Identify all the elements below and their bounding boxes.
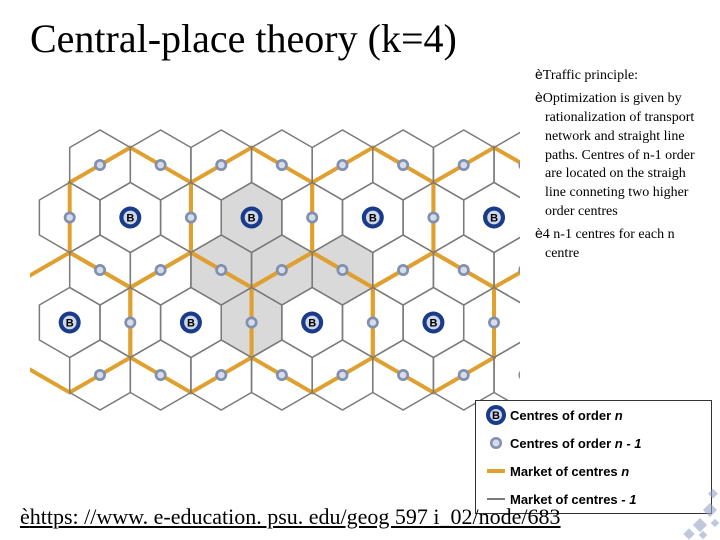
text-line: Traffic principle: (543, 68, 638, 83)
text-line: Optimization is given by rationalization… (543, 91, 695, 219)
slide-title: Central-place theory (k=4) (0, 0, 720, 62)
svg-text:B: B (126, 213, 134, 225)
hex-diagram: B B B B B B B B (30, 70, 520, 440)
svg-text:B: B (492, 410, 500, 422)
bullet-icon: è (535, 225, 543, 241)
svg-text:B: B (369, 213, 377, 225)
legend-small-node-icon (482, 432, 510, 454)
legend-n: n - 1 (615, 436, 642, 451)
source-link[interactable]: èhttps: //www. e-education. psu. edu/geo… (20, 504, 561, 530)
text-line: 4 n-1 centres for each n centre (543, 227, 675, 261)
legend-label: Centres of order (510, 408, 611, 423)
svg-text:B: B (490, 213, 498, 225)
svg-text:B: B (187, 318, 195, 330)
svg-text:B: B (429, 318, 437, 330)
svg-text:B: B (66, 318, 74, 330)
description-text: èTraffic principle: èOptimization is giv… (535, 65, 710, 266)
legend-n: n (621, 464, 629, 479)
svg-text:B: B (308, 318, 316, 330)
corner-decoration-icon (640, 460, 720, 540)
source-url: https: //www. e-education. psu. edu/geog… (30, 504, 561, 529)
legend-n: - 1 (621, 492, 636, 507)
legend-row-centres-n1: Centres of order n - 1 (476, 429, 711, 457)
bullet-icon: è (535, 89, 543, 105)
svg-text:B: B (248, 213, 256, 225)
legend-label: Centres of order (510, 436, 611, 451)
legend-b-node-icon: B (482, 404, 510, 426)
bullet-icon: è (20, 504, 30, 529)
legend-row-centres-n: B Centres of order n (476, 401, 711, 429)
legend-label: Market of centres (510, 464, 618, 479)
bullet-icon: è (535, 66, 543, 82)
legend-orange-line-icon (482, 460, 510, 482)
legend-n: n (615, 408, 623, 423)
